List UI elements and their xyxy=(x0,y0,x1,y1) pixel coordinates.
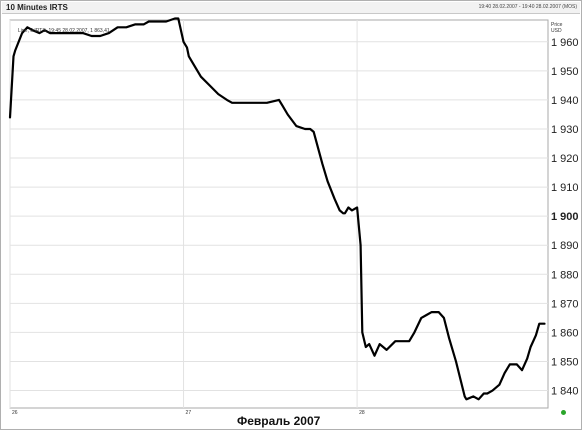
y-tick-label: 1 910 xyxy=(551,182,579,194)
status-indicator-dot xyxy=(561,410,566,415)
y-tick-label: 1 840 xyxy=(551,386,579,398)
chart-title-bar: 10 Minutes IRTS 19:40 28.02.2007 - 19:40… xyxy=(2,2,580,14)
y-tick-label: 1 880 xyxy=(551,269,579,281)
y-tick-label: 1 890 xyxy=(551,240,579,252)
y-tick-label: 1 920 xyxy=(551,153,579,165)
x-axis-ticks: 26 27 28 xyxy=(12,410,365,416)
x-tick-label: 26 xyxy=(12,410,18,416)
y-tick-label: 1 950 xyxy=(551,66,579,78)
chart-title: 10 Minutes IRTS xyxy=(6,3,68,12)
x-axis-label: Февраль 2007 xyxy=(237,414,321,428)
y-tick-label: 1 860 xyxy=(551,327,579,339)
y-tick-label: 1 930 xyxy=(551,124,579,136)
chart-timestamp: 19:40 28.02.2007 - 19:40 28.02.2007 (MOS… xyxy=(478,4,577,10)
y-tick-label: 1 850 xyxy=(551,356,579,368)
x-tick-label: 28 xyxy=(359,410,365,416)
y-tick-label: 1 960 xyxy=(551,37,579,49)
y-tick-label: 1 940 xyxy=(551,95,579,107)
x-tick-label: 27 xyxy=(186,410,192,416)
series-line xyxy=(8,17,546,401)
currency-label: USD xyxy=(551,28,562,34)
plot-area xyxy=(9,19,549,409)
y-tick-label: 1 900 xyxy=(551,211,579,223)
y-tick-label: 1 870 xyxy=(551,298,579,310)
legend-text: Line, 0.IRTS, 19:45 28.02.2007, 1 863,41 xyxy=(18,28,110,34)
y-axis-ticks: 1 840 1 850 1 860 1 870 1 880 1 890 1 900 1 910… xyxy=(551,37,579,398)
price-axis-label: Price xyxy=(551,22,563,28)
